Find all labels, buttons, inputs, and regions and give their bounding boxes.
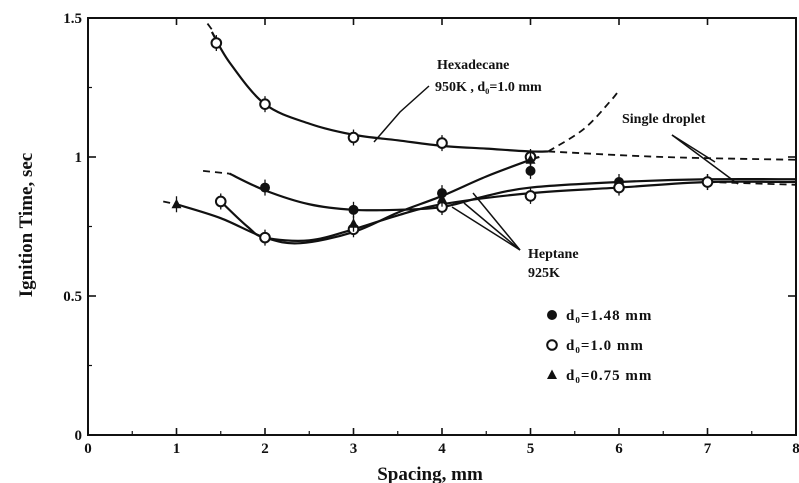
x-tick-label: 4 [438, 441, 446, 457]
single-droplet-leader-2 [671, 134, 739, 185]
x-axis-title: Spacing, mm [377, 464, 483, 483]
x-tick-label: 1 [173, 441, 181, 457]
y-tick-label: 1.5 [63, 11, 82, 27]
legend-marker-2 [546, 339, 558, 351]
data-point-s3-6 [613, 181, 625, 194]
data-point-s4-4 [525, 154, 536, 164]
data-markers [171, 35, 714, 246]
data-point-s4-3 [437, 193, 447, 203]
data-point-s2-1 [260, 182, 270, 193]
x-tick-label: 0 [84, 441, 92, 457]
heptane-leader-2 [463, 202, 521, 251]
y-axis-title: Ignition Time, sec [16, 153, 37, 297]
data-point-s4-1 [171, 198, 182, 209]
hexadecane-label-line1: Hexadecane [437, 58, 509, 73]
data-point-s2-2 [348, 204, 359, 215]
data-point-s1-2 [259, 98, 271, 110]
heptane-label-line1: Heptane [528, 247, 579, 262]
legend-label-1: d₀=1.48 mm [566, 308, 652, 324]
y-tick-label: 1 [75, 150, 83, 166]
x-tick-label: 2 [261, 441, 269, 457]
heptane-leader-1 [472, 192, 521, 251]
legend: d₀=1.48 mm d₀=1.0 mm d₀=0.75 mm [546, 308, 652, 384]
data-point-s4-2 [348, 218, 359, 228]
legend-marker-1 [547, 310, 557, 320]
hexadecane-dash-start [206, 23, 215, 33]
y-tick-label: 0 [75, 428, 83, 444]
heptane-leader-3 [451, 206, 521, 251]
x-tick-label: 7 [704, 441, 712, 457]
data-point-s3-7 [701, 176, 714, 188]
data-point-s1-4 [436, 137, 448, 149]
fit-curve-1 [210, 31, 549, 153]
data-point-s1-3 [347, 131, 360, 144]
data-point-s3-1 [214, 195, 227, 208]
x-tick-label: 6 [615, 441, 623, 457]
x-tick-label: 8 [792, 441, 799, 457]
axes: 0 1 2 3 4 5 6 7 8 0 0.5 1 1.5 [63, 11, 799, 457]
annotations: Hexadecane 950K , d₀=1.0 mm Single dropl… [435, 58, 706, 281]
hexadecane-leader [373, 85, 430, 143]
heptane-dash-lead [202, 170, 230, 175]
data-point-s3-2 [259, 231, 271, 244]
heptane-label-line2: 925K [528, 266, 560, 281]
x-tick-label: 3 [350, 441, 358, 457]
single-droplet-label: Single droplet [622, 112, 706, 127]
fit-curve-4 [176, 155, 540, 245]
data-point-s3-5 [524, 190, 537, 202]
data-point-s1-1 [210, 37, 223, 49]
x-tick-label: 5 [527, 441, 535, 457]
hexadecane-label-line2: 950K , d₀=1.0 mm [435, 80, 542, 95]
single-droplet-dash-upper [548, 150, 797, 161]
hexadecane-dash-rise [547, 89, 620, 153]
y-tick-label: 0.5 [63, 289, 82, 305]
fit-curve-2 [229, 172, 797, 212]
legend-label-3: d₀=0.75 mm [566, 368, 652, 384]
legend-label-2: d₀=1.0 mm [566, 338, 644, 354]
legend-marker-3 [547, 369, 557, 379]
